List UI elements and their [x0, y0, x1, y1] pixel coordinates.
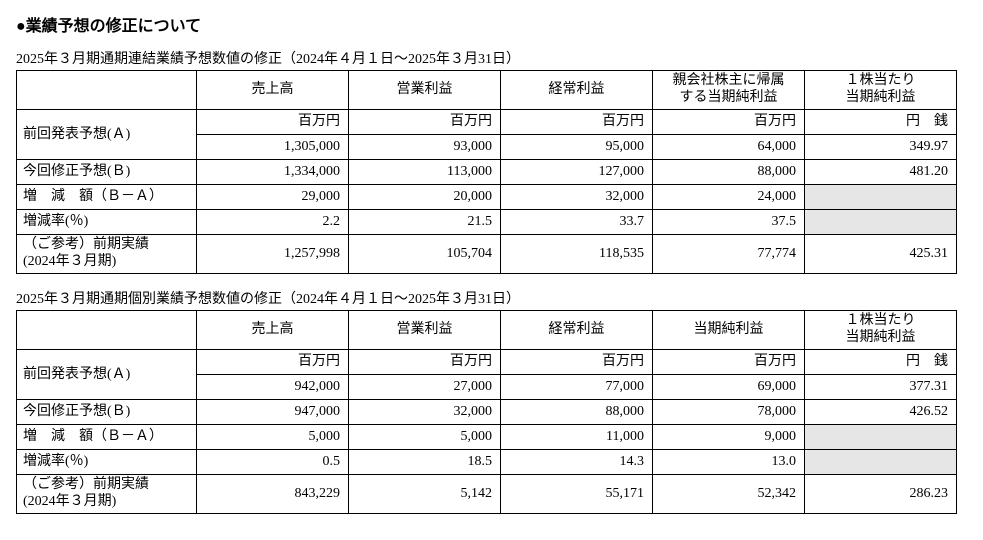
- table2-subtitle: 2025年３月期通期個別業績予想数値の修正（2024年４月１日～2025年３月3…: [16, 288, 967, 308]
- table2-col-3: 経常利益: [501, 311, 653, 350]
- table2-corner: [17, 311, 197, 350]
- table2-r2c3: 88,000: [501, 400, 653, 425]
- table2-unit-5: 円 銭: [805, 350, 957, 375]
- table2-unit-3: 百万円: [501, 350, 653, 375]
- table1-r2c2: 113,000: [349, 160, 501, 185]
- table2-r3c3: 11,000: [501, 425, 653, 450]
- table2-r1c4: 69,000: [653, 375, 805, 400]
- table2-r4c4: 13.0: [653, 450, 805, 475]
- table2-r3c2: 5,000: [349, 425, 501, 450]
- table2-col-5: １株当たり当期純利益: [805, 311, 957, 350]
- table1-unit-2: 百万円: [349, 110, 501, 135]
- table1-row2: 今回修正予想(Ｂ) 1,334,000 113,000 127,000 88,0…: [17, 160, 957, 185]
- table1-subtitle: 2025年３月期通期連結業績予想数値の修正（2024年４月１日～2025年３月3…: [16, 48, 967, 68]
- table2-r5c1: 843,229: [197, 475, 349, 514]
- table1-row3-label: 増 減 額（Ｂ－Ａ）: [17, 185, 197, 210]
- table1-r4c1: 2.2: [197, 210, 349, 235]
- table1-r5c2: 105,704: [349, 235, 501, 274]
- table2-r4c1: 0.5: [197, 450, 349, 475]
- table1-row4: 増減率(％) 2.2 21.5 33.7 37.5: [17, 210, 957, 235]
- table1-unit-row: 前回発表予想(Ａ) 百万円 百万円 百万円 百万円 円 銭: [17, 110, 957, 135]
- table2-r5c3: 55,171: [501, 475, 653, 514]
- table1-r2c3: 127,000: [501, 160, 653, 185]
- table2-row5-label: （ご参考）前期実績(2024年３月期): [17, 475, 197, 514]
- table1-r2c1: 1,334,000: [197, 160, 349, 185]
- table1-r1c5: 349.97: [805, 135, 957, 160]
- table1-col-2: 営業利益: [349, 71, 501, 110]
- table1-r2c4: 88,000: [653, 160, 805, 185]
- table2-row3: 増 減 額（Ｂ－Ａ） 5,000 5,000 11,000 9,000: [17, 425, 957, 450]
- table1-r3c4: 24,000: [653, 185, 805, 210]
- table2-r2c5: 426.52: [805, 400, 957, 425]
- table1-row3: 増 減 額（Ｂ－Ａ） 29,000 20,000 32,000 24,000: [17, 185, 957, 210]
- table1-r4c2: 21.5: [349, 210, 501, 235]
- table1-row1-label: 前回発表予想(Ａ): [17, 110, 197, 160]
- table1-row4-label: 増減率(％): [17, 210, 197, 235]
- table2-r3c4: 9,000: [653, 425, 805, 450]
- table2-unit-row: 前回発表予想(Ａ) 百万円 百万円 百万円 百万円 円 銭: [17, 350, 957, 375]
- table1-col-3: 経常利益: [501, 71, 653, 110]
- table1-header-row: 売上高 営業利益 経常利益 親会社株主に帰属する当期純利益 １株当たり当期純利益: [17, 71, 957, 110]
- table2-unit-2: 百万円: [349, 350, 501, 375]
- table2-col-2: 営業利益: [349, 311, 501, 350]
- table1-row5-label: （ご参考）前期実績(2024年３月期): [17, 235, 197, 274]
- table1-corner: [17, 71, 197, 110]
- table2-r3c5: [805, 425, 957, 450]
- table2-r4c3: 14.3: [501, 450, 653, 475]
- table-nonconsolidated: 売上高 営業利益 経常利益 当期純利益 １株当たり当期純利益 前回発表予想(Ａ)…: [16, 310, 957, 514]
- table1-row2-label: 今回修正予想(Ｂ): [17, 160, 197, 185]
- table1-r4c3: 33.7: [501, 210, 653, 235]
- table2-row5: （ご参考）前期実績(2024年３月期) 843,229 5,142 55,171…: [17, 475, 957, 514]
- table2-row1-label: 前回発表予想(Ａ): [17, 350, 197, 400]
- table2-r4c5: [805, 450, 957, 475]
- table2-row4-label: 増減率(％): [17, 450, 197, 475]
- table1-r5c5: 425.31: [805, 235, 957, 274]
- table1-r3c5: [805, 185, 957, 210]
- table2-r4c2: 18.5: [349, 450, 501, 475]
- table1-col-1: 売上高: [197, 71, 349, 110]
- table1-col-5: １株当たり当期純利益: [805, 71, 957, 110]
- table2-header-row: 売上高 営業利益 経常利益 当期純利益 １株当たり当期純利益: [17, 311, 957, 350]
- table1-r2c5: 481.20: [805, 160, 957, 185]
- table1-r4c5: [805, 210, 957, 235]
- table2-r1c5: 377.31: [805, 375, 957, 400]
- table1-r5c4: 77,774: [653, 235, 805, 274]
- table1-unit-3: 百万円: [501, 110, 653, 135]
- table-consolidated: 売上高 営業利益 経常利益 親会社株主に帰属する当期純利益 １株当たり当期純利益…: [16, 70, 957, 274]
- table1-r1c2: 93,000: [349, 135, 501, 160]
- table1-unit-5: 円 銭: [805, 110, 957, 135]
- table2-row2: 今回修正予想(Ｂ) 947,000 32,000 88,000 78,000 4…: [17, 400, 957, 425]
- table2-row4: 増減率(％) 0.5 18.5 14.3 13.0: [17, 450, 957, 475]
- table1-unit-1: 百万円: [197, 110, 349, 135]
- table2-r1c2: 27,000: [349, 375, 501, 400]
- table1-r3c3: 32,000: [501, 185, 653, 210]
- table2-unit-4: 百万円: [653, 350, 805, 375]
- table2-r1c1: 942,000: [197, 375, 349, 400]
- table2-r1c3: 77,000: [501, 375, 653, 400]
- table2-row3-label: 増 減 額（Ｂ－Ａ）: [17, 425, 197, 450]
- page-title: ●業績予想の修正について: [16, 12, 967, 36]
- table1-r4c4: 37.5: [653, 210, 805, 235]
- table2-r3c1: 5,000: [197, 425, 349, 450]
- table2-r5c5: 286.23: [805, 475, 957, 514]
- table1-r1c1: 1,305,000: [197, 135, 349, 160]
- table1-r5c3: 118,535: [501, 235, 653, 274]
- table1-r3c1: 29,000: [197, 185, 349, 210]
- table1-r5c1: 1,257,998: [197, 235, 349, 274]
- table1-r1c4: 64,000: [653, 135, 805, 160]
- table1-col-4: 親会社株主に帰属する当期純利益: [653, 71, 805, 110]
- table2-r2c2: 32,000: [349, 400, 501, 425]
- table2-r2c1: 947,000: [197, 400, 349, 425]
- table2-r5c4: 52,342: [653, 475, 805, 514]
- table2-row2-label: 今回修正予想(Ｂ): [17, 400, 197, 425]
- table1-row5: （ご参考）前期実績(2024年３月期) 1,257,998 105,704 11…: [17, 235, 957, 274]
- table2-r2c4: 78,000: [653, 400, 805, 425]
- table1-r1c3: 95,000: [501, 135, 653, 160]
- table1-r3c2: 20,000: [349, 185, 501, 210]
- table1-unit-4: 百万円: [653, 110, 805, 135]
- table2-unit-1: 百万円: [197, 350, 349, 375]
- table2-col-1: 売上高: [197, 311, 349, 350]
- table2-col-4: 当期純利益: [653, 311, 805, 350]
- table2-r5c2: 5,142: [349, 475, 501, 514]
